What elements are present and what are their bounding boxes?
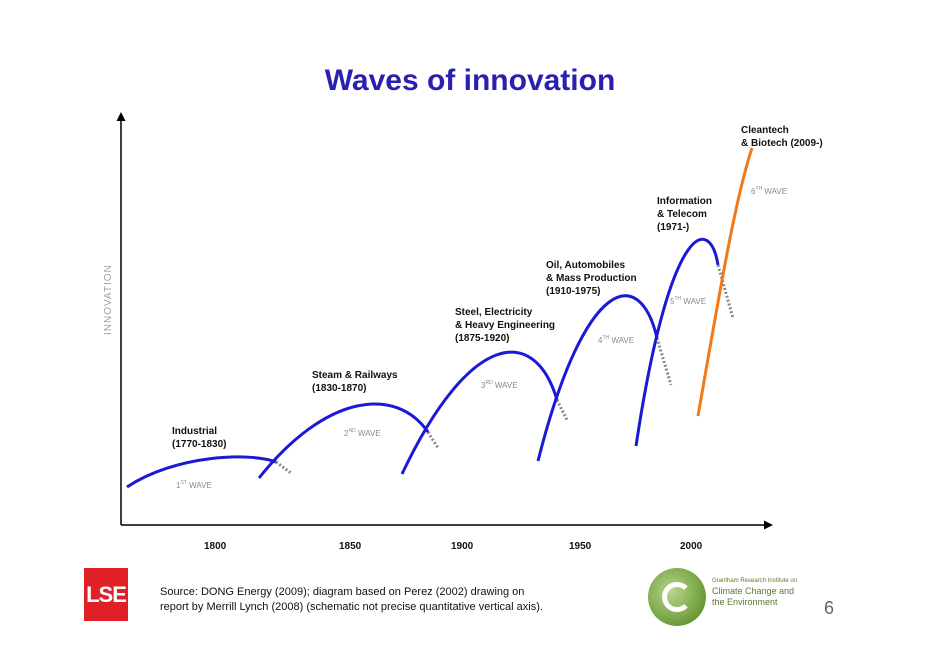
- grantham-line-1: Grantham Research Institute on: [712, 578, 798, 584]
- grantham-text: Grantham Research Institute on Climate C…: [712, 578, 832, 608]
- wave-6-curve: [696, 147, 754, 417]
- wave-4-decline: [655, 337, 673, 386]
- wave-4-title: Oil, Automobiles & Mass Production (1910…: [546, 260, 639, 297]
- wave-1-label: 1ST WAVE: [176, 480, 212, 490]
- wave-2-decline: [426, 431, 440, 449]
- wave-3-title: Steel, Electricity & Heavy Engineering (…: [455, 307, 558, 344]
- x-tick-label: 1950: [569, 541, 592, 552]
- lse-logo: LSE: [84, 568, 128, 621]
- wave-3-label: 3RD WAVE: [481, 380, 518, 390]
- y-axis-label: INNOVATION: [103, 264, 114, 335]
- wave-5-title: Information & Telecom (1971-): [657, 196, 715, 233]
- x-tick-label: 2000: [680, 541, 703, 552]
- grantham-line-3: the Environment: [712, 597, 778, 607]
- wave-2-curve: [257, 402, 430, 479]
- x-tick-label: 1800: [204, 541, 227, 552]
- wave-4-curve: [536, 294, 659, 462]
- wave-5-curve: [634, 237, 720, 447]
- source-line-2: report by Merrill Lynch (2008) (schemati…: [160, 601, 543, 613]
- wave-5-decline: [716, 264, 735, 319]
- wave-2-label: 2ND WAVE: [344, 428, 381, 438]
- wave-1-title: Industrial (1770-1830): [172, 426, 226, 450]
- wave-3-curve: [400, 350, 559, 475]
- wave-2-title: Steam & Railways (1830-1870): [312, 370, 400, 394]
- diagram-title: Waves of innovation: [324, 64, 616, 97]
- wave-5-label: 5TH WAVE: [670, 296, 706, 306]
- grantham-logo-mark: [662, 582, 692, 612]
- source-text: Source: DONG Energy (2009); diagram base…: [160, 585, 640, 615]
- wave-1-decline: [275, 460, 292, 475]
- grantham-logo: [648, 568, 706, 626]
- wave-1-curve: [126, 455, 277, 489]
- grantham-line-2: Climate Change and: [712, 586, 795, 596]
- x-tick-label: 1850: [339, 541, 362, 552]
- page-number: 6: [824, 598, 835, 618]
- wave-6-title: Cleantech & Biotech (2009-): [741, 125, 823, 149]
- wave-4-label: 4TH WAVE: [598, 335, 634, 345]
- wave-6-label: 6TH WAVE: [751, 186, 787, 196]
- x-tick-label: 1900: [451, 541, 474, 552]
- wave-3-decline: [555, 399, 569, 421]
- source-line-1: Source: DONG Energy (2009); diagram base…: [160, 586, 525, 598]
